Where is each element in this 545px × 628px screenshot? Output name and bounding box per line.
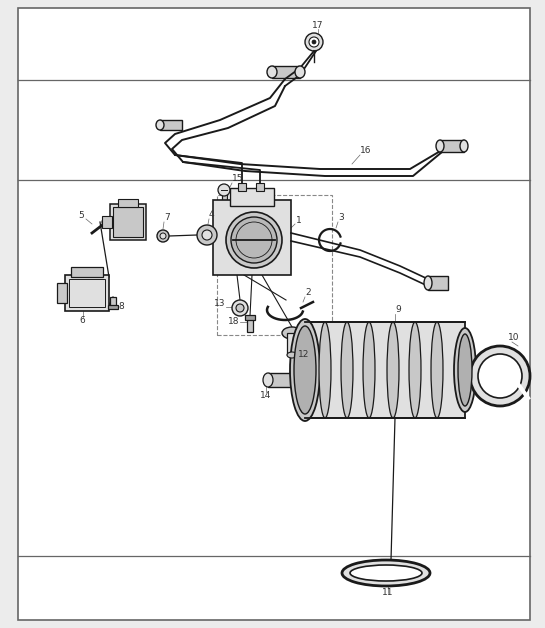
Bar: [160, 120, 182, 130]
Ellipse shape: [424, 276, 432, 290]
Ellipse shape: [363, 322, 375, 418]
Ellipse shape: [350, 565, 422, 581]
Bar: [65, 275, 109, 311]
Text: 15: 15: [232, 174, 244, 183]
Circle shape: [478, 354, 522, 398]
Ellipse shape: [290, 319, 320, 421]
Text: 8: 8: [118, 302, 124, 311]
Circle shape: [470, 346, 530, 406]
Bar: [217, 195, 332, 335]
Ellipse shape: [294, 326, 316, 414]
Bar: [69, 279, 105, 307]
Bar: [287, 333, 297, 355]
Bar: [110, 204, 146, 240]
Ellipse shape: [295, 66, 305, 78]
Text: 1: 1: [296, 216, 302, 225]
Ellipse shape: [431, 322, 443, 418]
Text: 16: 16: [360, 146, 372, 155]
Circle shape: [236, 304, 244, 312]
Circle shape: [226, 212, 282, 268]
Ellipse shape: [319, 322, 331, 418]
Circle shape: [157, 230, 169, 242]
Bar: [268, 373, 312, 387]
Ellipse shape: [342, 560, 430, 586]
Bar: [213, 200, 291, 275]
Bar: [305, 322, 465, 418]
Ellipse shape: [267, 66, 277, 78]
Bar: [245, 315, 255, 320]
Circle shape: [102, 218, 110, 226]
Ellipse shape: [436, 140, 444, 152]
Bar: [113, 207, 143, 237]
Bar: [428, 276, 448, 290]
Text: 6: 6: [79, 316, 85, 325]
Ellipse shape: [282, 327, 302, 339]
Text: 5: 5: [78, 211, 84, 220]
Bar: [118, 199, 138, 207]
Ellipse shape: [409, 322, 421, 418]
Ellipse shape: [287, 352, 297, 358]
Bar: [247, 318, 253, 332]
Circle shape: [305, 33, 323, 51]
Text: 12: 12: [298, 350, 310, 359]
Text: 9: 9: [395, 305, 401, 314]
Circle shape: [309, 37, 319, 47]
Text: 13: 13: [214, 299, 226, 308]
Bar: [71, 267, 103, 277]
Text: 7: 7: [164, 213, 169, 222]
Circle shape: [197, 225, 217, 245]
Text: 17: 17: [312, 21, 324, 30]
Bar: [238, 183, 246, 191]
Ellipse shape: [460, 140, 468, 152]
Text: 2: 2: [305, 288, 311, 297]
Circle shape: [231, 217, 277, 263]
Circle shape: [218, 184, 230, 196]
Text: 14: 14: [260, 391, 271, 400]
Text: 10: 10: [508, 333, 519, 342]
Ellipse shape: [458, 334, 472, 406]
Ellipse shape: [387, 322, 399, 418]
Ellipse shape: [341, 322, 353, 418]
Circle shape: [312, 40, 316, 44]
Bar: [110, 297, 116, 307]
Circle shape: [202, 230, 212, 240]
Text: 18: 18: [228, 317, 239, 326]
Ellipse shape: [156, 120, 164, 130]
Bar: [102, 216, 112, 228]
Text: 4: 4: [209, 210, 215, 219]
Ellipse shape: [454, 328, 476, 412]
Bar: [57, 283, 67, 303]
Text: 3: 3: [338, 213, 344, 222]
Bar: [222, 191, 227, 207]
Ellipse shape: [263, 373, 273, 387]
Circle shape: [160, 233, 166, 239]
Bar: [272, 66, 300, 78]
Bar: [256, 183, 264, 191]
Bar: [230, 188, 274, 206]
Bar: [108, 305, 118, 309]
Bar: [440, 140, 464, 152]
Circle shape: [232, 300, 248, 316]
Text: 11: 11: [382, 588, 393, 597]
